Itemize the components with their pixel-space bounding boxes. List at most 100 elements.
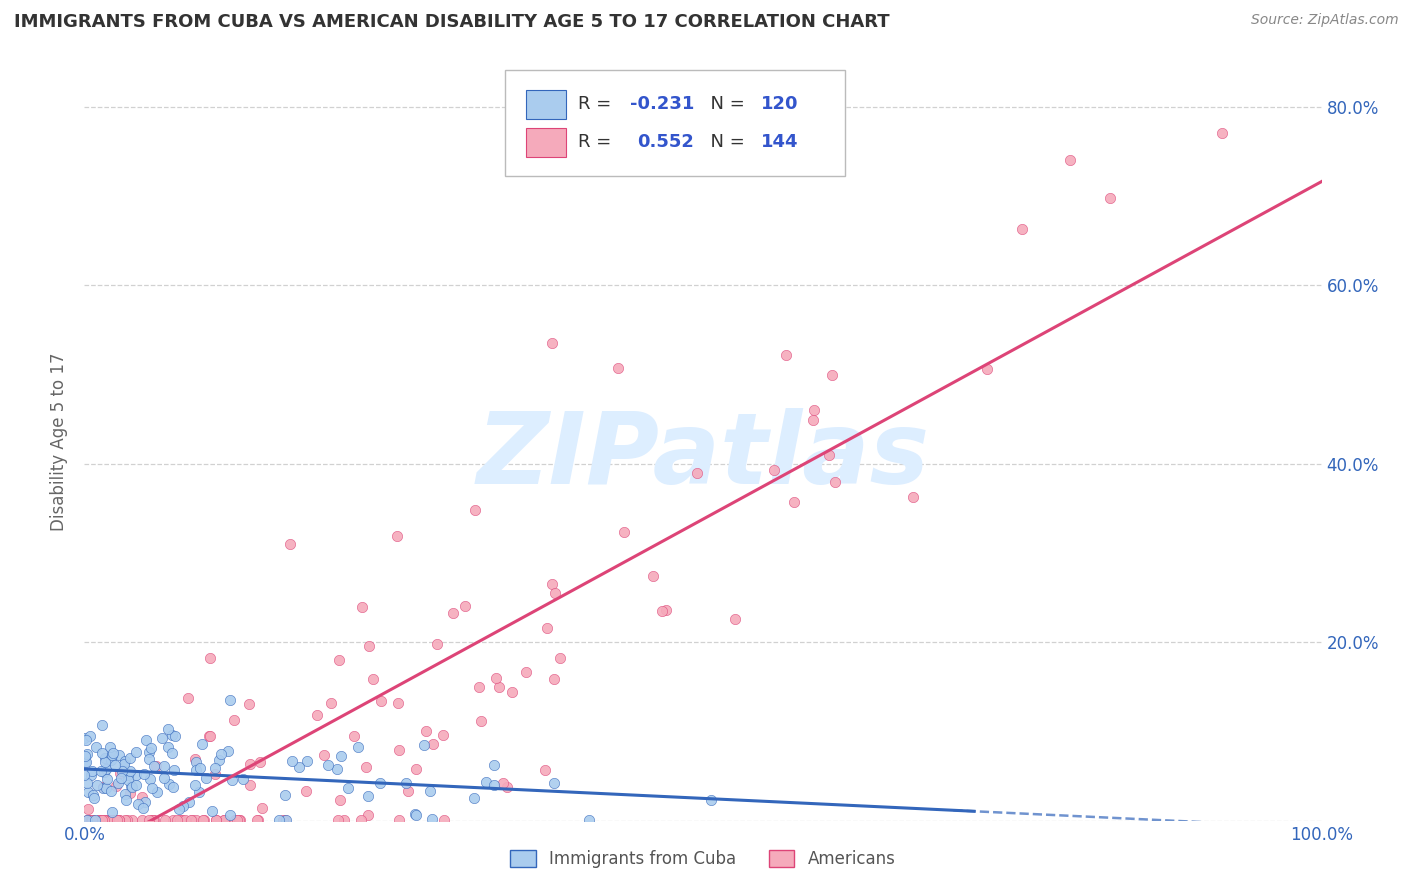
Point	[80, 764, 103, 779]
Point	[143, 759, 166, 773]
Point	[110, 764, 132, 779]
Point	[370, 694, 392, 708]
Point	[803, 402, 825, 417]
Point	[492, 776, 515, 790]
Point	[73, 731, 96, 746]
Point	[160, 746, 183, 760]
Point	[73, 768, 96, 782]
Point	[76, 802, 98, 816]
Point	[184, 755, 207, 769]
Point	[166, 813, 188, 827]
Point	[274, 813, 297, 827]
Point	[643, 569, 665, 583]
Point	[157, 722, 180, 736]
Point	[1098, 190, 1121, 204]
Point	[198, 730, 221, 744]
Point	[700, 793, 723, 807]
Point	[422, 737, 444, 751]
Point	[655, 603, 678, 617]
Point	[357, 640, 380, 654]
Point	[100, 784, 122, 798]
Point	[146, 785, 169, 799]
Point	[180, 813, 202, 827]
Point	[543, 776, 565, 790]
Point	[228, 813, 250, 827]
Point	[184, 752, 207, 766]
Point	[463, 791, 485, 805]
Point	[395, 775, 418, 789]
Point	[82, 813, 104, 827]
Point	[94, 762, 117, 776]
Point	[686, 467, 709, 481]
Point	[94, 755, 117, 769]
Point	[651, 604, 673, 618]
Point	[101, 813, 124, 827]
Point	[141, 813, 163, 827]
Point	[824, 475, 846, 489]
Point	[77, 813, 100, 827]
Point	[396, 784, 419, 798]
Point	[134, 796, 156, 810]
Point	[246, 813, 269, 827]
Point	[1059, 153, 1081, 168]
Point	[91, 781, 114, 796]
Point	[120, 779, 142, 793]
Point	[93, 764, 115, 779]
Point	[468, 681, 491, 695]
Point	[295, 784, 318, 798]
Point	[118, 764, 141, 778]
Point	[336, 780, 359, 795]
Point	[307, 708, 329, 723]
Point	[107, 813, 129, 827]
Point	[496, 780, 519, 795]
Point	[100, 747, 122, 762]
FancyBboxPatch shape	[505, 70, 845, 177]
Point	[179, 795, 201, 809]
Point	[350, 600, 373, 615]
Point	[91, 813, 114, 827]
Point	[86, 778, 108, 792]
Point	[76, 813, 98, 827]
Point	[138, 745, 160, 759]
Point	[903, 490, 925, 504]
Point	[208, 754, 231, 768]
Point	[114, 787, 136, 801]
Point	[93, 751, 115, 765]
Point	[288, 760, 311, 774]
Point	[114, 754, 136, 768]
Point	[117, 767, 139, 781]
Point	[316, 758, 339, 772]
Point	[91, 813, 114, 827]
Point	[534, 764, 557, 778]
Point	[186, 813, 208, 827]
Point	[80, 813, 103, 827]
Point	[118, 750, 141, 764]
Point	[388, 813, 411, 827]
Point	[80, 813, 103, 827]
Point	[330, 748, 353, 763]
Point	[117, 772, 139, 787]
Point	[543, 672, 565, 686]
Point	[782, 495, 804, 509]
Point	[121, 813, 143, 827]
Point	[101, 805, 124, 819]
Point	[607, 361, 630, 376]
Point	[817, 448, 839, 462]
Point	[142, 813, 165, 827]
Point	[105, 813, 128, 827]
Point	[94, 813, 117, 827]
Point	[141, 780, 163, 795]
Point	[167, 802, 190, 816]
Point	[361, 672, 384, 686]
Point	[387, 696, 409, 710]
Point	[135, 732, 157, 747]
Point	[278, 537, 301, 551]
Point	[314, 747, 336, 762]
Point	[368, 776, 391, 790]
Point	[536, 621, 558, 635]
Point	[515, 665, 537, 679]
Point	[464, 503, 486, 517]
Point	[232, 772, 254, 786]
Point	[475, 774, 498, 789]
Point	[188, 761, 211, 775]
